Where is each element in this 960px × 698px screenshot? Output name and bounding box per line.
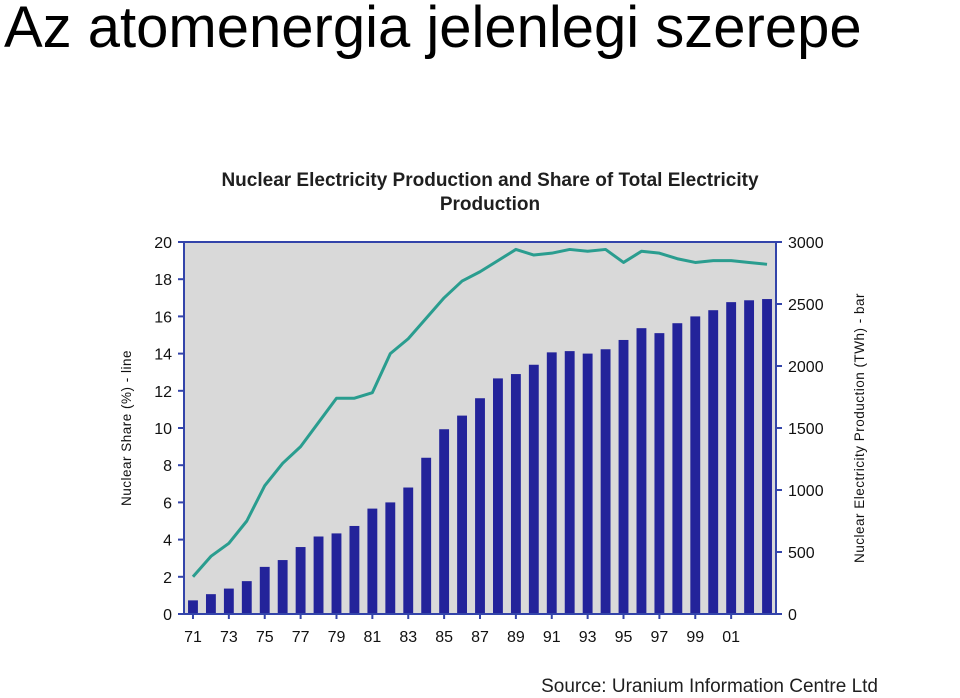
bar-1980: [349, 525, 360, 614]
left-tick-label: 14: [154, 347, 172, 364]
left-tick-label: 4: [163, 533, 172, 550]
bar-1997: [654, 333, 665, 614]
x-tick-label: 79: [328, 629, 346, 646]
x-tick-label: 97: [650, 629, 668, 646]
bars: [188, 299, 772, 614]
x-tick-label: 81: [363, 629, 381, 646]
left-tick-label: 12: [154, 384, 172, 401]
slide-title: Az atomenergia jelenlegi szerepe: [4, 0, 862, 60]
x-tick-label: 73: [220, 629, 238, 646]
x-tick-label: 71: [184, 629, 202, 646]
bar-1974: [241, 581, 252, 614]
bar-1988: [493, 378, 503, 614]
bar-1972: [205, 594, 216, 614]
bar-1985: [439, 429, 450, 614]
right-tick-label: 500: [788, 545, 815, 562]
bar-2000: [708, 310, 719, 614]
bar-1993: [582, 353, 593, 614]
left-tick-label: 8: [163, 458, 172, 475]
right-tick-label: 1000: [788, 483, 824, 500]
left-tick-label: 20: [154, 235, 172, 252]
left-tick-label: 0: [163, 607, 172, 624]
bar-1981: [367, 508, 378, 614]
left-tick-label: 18: [154, 272, 172, 289]
axes: [178, 241, 782, 619]
bar-1998: [672, 323, 683, 614]
y-axis-left-label: Nuclear Share (%) - line: [119, 350, 134, 506]
right-tick-label: 2500: [788, 297, 824, 314]
bar-1991: [546, 352, 557, 614]
bar-1984: [421, 457, 432, 614]
chart-title-line-1: Nuclear Electricity Production and Share…: [221, 170, 758, 191]
x-tick-label: 01: [722, 629, 740, 646]
bar-1977: [295, 547, 306, 614]
tick-labels: 0 2 4 6 8 10 12 14 16 18 20 0 500 1000 1500 2000 2500 300…: [154, 235, 823, 646]
x-tick-label: 85: [435, 629, 453, 646]
right-tick-label: 1500: [788, 421, 824, 438]
bar-1976: [277, 560, 288, 614]
bar-1979: [331, 533, 342, 614]
bar-1996: [636, 328, 647, 614]
x-tick-label: 91: [543, 629, 561, 646]
bar-1995: [618, 339, 629, 614]
nuclear-share-line: [191, 247, 768, 578]
bar-1975: [259, 566, 270, 614]
left-tick-label: 16: [154, 309, 172, 326]
bar-2001: [726, 302, 737, 614]
bar-2002: [744, 300, 755, 614]
bar-1983: [403, 487, 414, 614]
bar-2003: [762, 299, 772, 614]
left-tick-label: 10: [154, 421, 172, 438]
bar-1982: [385, 502, 396, 614]
x-tick-label: 95: [615, 629, 633, 646]
right-tick-label: 2000: [788, 359, 824, 376]
left-tick-label: 6: [163, 495, 172, 512]
x-tick-label: 89: [507, 629, 525, 646]
source-note: Source: Uranium Information Centre Ltd: [541, 676, 878, 697]
bar-1999: [690, 316, 701, 614]
bar-1990: [528, 364, 539, 614]
x-tick-label: 87: [471, 629, 489, 646]
x-tick-label: 83: [399, 629, 417, 646]
x-tick-label: 77: [292, 629, 310, 646]
bar-1989: [510, 374, 521, 614]
chart-title-line-2: Production: [440, 194, 540, 215]
bar-1986: [457, 415, 467, 614]
x-tick-label: 93: [579, 629, 597, 646]
right-tick-label: 0: [788, 607, 797, 624]
x-tick-label: 99: [686, 629, 704, 646]
bar-1978: [313, 536, 324, 614]
y-axis-right-label: Nuclear Electricity Production (TWh) - b…: [852, 293, 867, 563]
bar-1992: [564, 351, 575, 614]
bar-1973: [223, 588, 234, 614]
right-tick-label: 3000: [788, 235, 824, 252]
bar-1994: [600, 349, 611, 614]
bar-1971: [188, 600, 198, 614]
bar-1987: [475, 398, 485, 614]
left-tick-label: 2: [163, 570, 172, 587]
x-tick-label: 75: [256, 629, 274, 646]
